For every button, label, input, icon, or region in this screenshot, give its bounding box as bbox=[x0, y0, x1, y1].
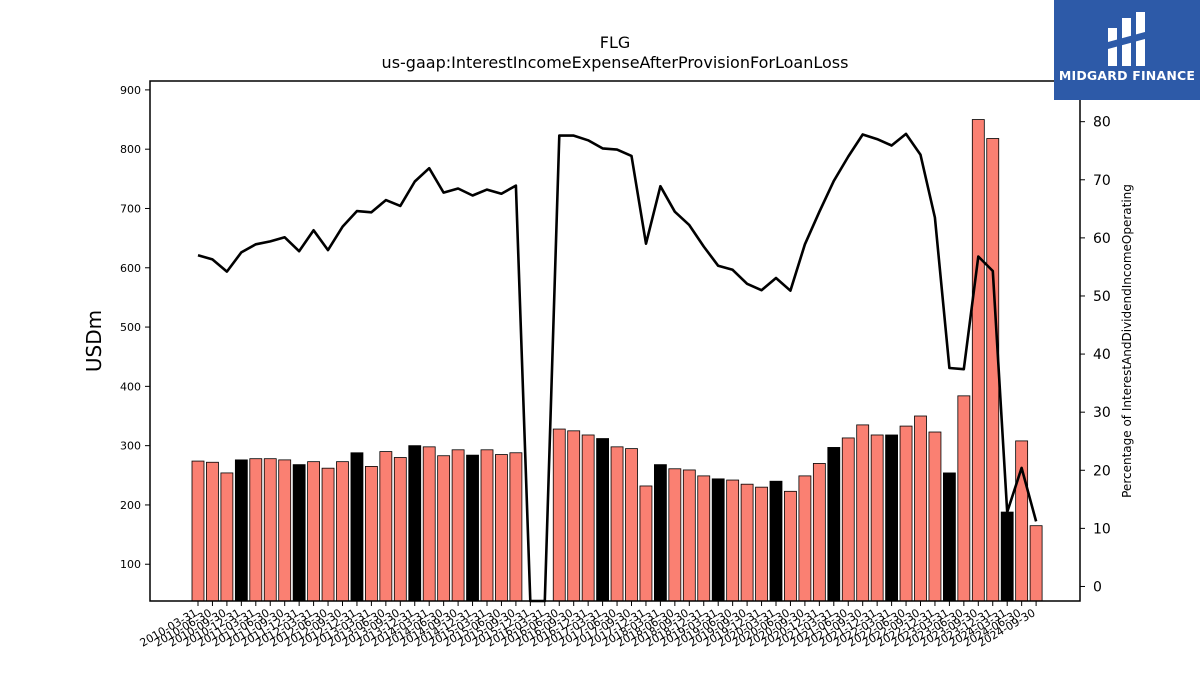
y-tick-label: 400 bbox=[120, 380, 141, 393]
bar bbox=[697, 475, 711, 602]
bar bbox=[292, 464, 306, 602]
y2-tick-label: 20 bbox=[1093, 463, 1111, 479]
bar bbox=[639, 485, 653, 602]
y-tick-label: 700 bbox=[120, 202, 141, 215]
bar bbox=[206, 461, 219, 602]
bar bbox=[726, 479, 740, 602]
bar bbox=[740, 483, 754, 602]
logo-mark-icon bbox=[1108, 12, 1145, 66]
x-axis: 2010-03-312010-06-302010-09-302010-12-31… bbox=[138, 601, 1038, 650]
y2-tick-label: 10 bbox=[1093, 521, 1111, 537]
y-tick-label: 900 bbox=[120, 84, 141, 97]
y2-tick-label: 70 bbox=[1093, 173, 1111, 189]
bar bbox=[509, 452, 523, 602]
bar bbox=[466, 454, 479, 602]
bar bbox=[812, 463, 826, 602]
bar bbox=[379, 451, 393, 602]
bar-series bbox=[191, 119, 1043, 602]
bar bbox=[567, 430, 581, 602]
y-axis-left: 100 200 300 400 500 600 700 800 900 bbox=[120, 84, 150, 571]
bar bbox=[350, 452, 364, 602]
y2-tick-label: 0 bbox=[1093, 579, 1102, 595]
bar bbox=[870, 434, 884, 602]
bar bbox=[364, 466, 378, 602]
bar bbox=[552, 428, 566, 602]
y-axis-label: USDm bbox=[82, 310, 106, 372]
bar bbox=[596, 438, 609, 602]
bar bbox=[495, 454, 508, 602]
bar bbox=[914, 415, 927, 602]
bar bbox=[668, 468, 682, 602]
y2-tick-label: 60 bbox=[1093, 231, 1111, 247]
y2-tick-label: 30 bbox=[1093, 405, 1111, 421]
y-tick-label: 100 bbox=[120, 558, 141, 571]
y2-axis-label: Percentage of InterestAndDividendIncomeO… bbox=[1120, 184, 1134, 498]
bar bbox=[899, 425, 913, 602]
bar bbox=[263, 458, 277, 602]
bar bbox=[1000, 511, 1014, 602]
y-tick-label: 200 bbox=[120, 499, 141, 512]
bar bbox=[610, 446, 624, 602]
logo-text: MIDGARD FINANCE bbox=[1058, 68, 1196, 83]
bar bbox=[451, 449, 465, 602]
chart-subtitle: us-gaap:InterestIncomeExpenseAfterProvis… bbox=[382, 53, 849, 72]
bar bbox=[480, 449, 494, 602]
bar bbox=[278, 459, 292, 602]
line-series bbox=[197, 132, 1038, 603]
bar bbox=[437, 455, 451, 602]
y-tick-label: 600 bbox=[120, 262, 141, 275]
bar bbox=[336, 461, 349, 602]
brand-logo: MIDGARD FINANCE bbox=[1054, 0, 1200, 100]
y2-tick-label: 40 bbox=[1093, 347, 1111, 363]
bar bbox=[943, 472, 956, 602]
bar bbox=[321, 467, 335, 602]
bar bbox=[827, 447, 841, 602]
bar bbox=[191, 460, 205, 602]
bar bbox=[1029, 525, 1043, 602]
y2-tick-label: 80 bbox=[1093, 115, 1111, 131]
y2-tick-label: 50 bbox=[1093, 289, 1111, 305]
bar bbox=[928, 431, 942, 602]
bar bbox=[856, 424, 870, 602]
bar bbox=[885, 434, 898, 602]
bar bbox=[220, 472, 234, 602]
plot-frame bbox=[149, 80, 1081, 602]
bar bbox=[682, 469, 696, 602]
bar bbox=[971, 119, 985, 602]
series-line bbox=[197, 132, 1038, 603]
y-tick-label: 300 bbox=[120, 440, 141, 453]
y-tick-label: 800 bbox=[120, 143, 141, 156]
bar bbox=[711, 478, 725, 602]
bar bbox=[798, 475, 812, 602]
chart-title: FLG bbox=[600, 33, 631, 52]
bar bbox=[625, 448, 638, 602]
bar bbox=[957, 395, 971, 602]
bar bbox=[654, 464, 667, 602]
bar bbox=[769, 480, 783, 602]
bar bbox=[1015, 440, 1029, 602]
bar bbox=[234, 459, 248, 602]
y-tick-label: 500 bbox=[120, 321, 141, 334]
y-axis-right: 0 10 20 30 40 50 60 70 80 bbox=[1080, 115, 1111, 595]
bar bbox=[249, 458, 263, 602]
bar bbox=[393, 457, 407, 602]
bar bbox=[422, 446, 436, 602]
bar bbox=[408, 445, 422, 602]
bar bbox=[784, 490, 797, 602]
bar bbox=[307, 461, 321, 602]
bar bbox=[755, 486, 768, 602]
bar bbox=[841, 437, 855, 602]
bar bbox=[581, 434, 595, 602]
bar bbox=[986, 138, 1000, 602]
